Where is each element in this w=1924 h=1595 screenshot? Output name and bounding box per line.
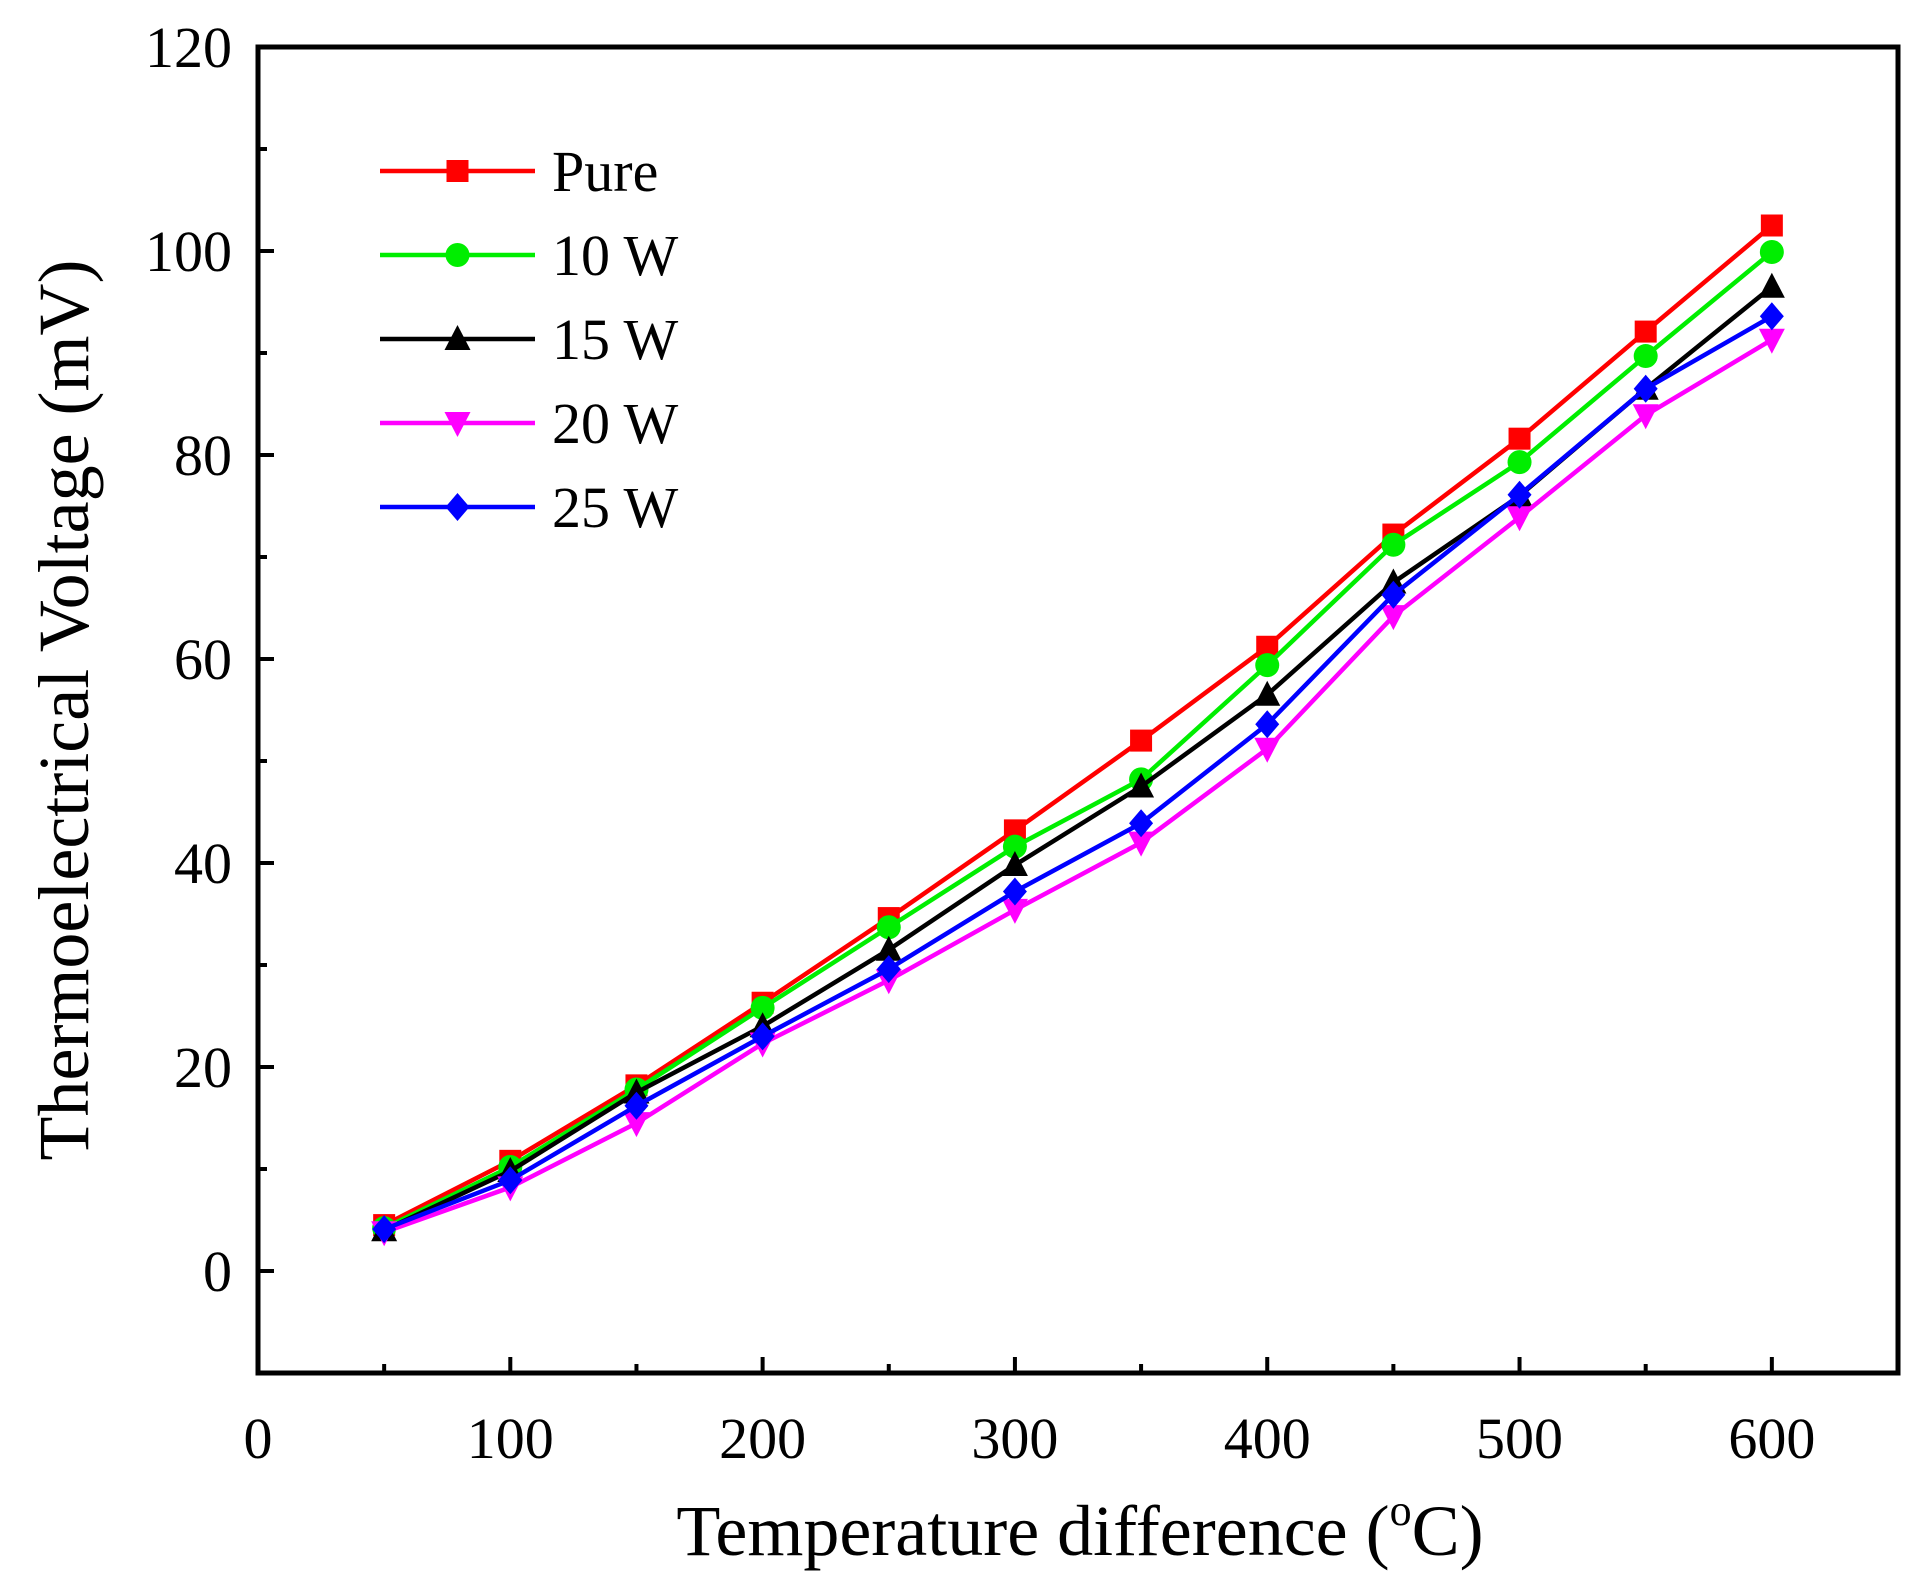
legend-marker (444, 412, 471, 437)
plot-frame (255, 44, 1901, 1376)
data-point (1506, 506, 1533, 532)
data-point (1632, 404, 1659, 430)
series-line (383, 337, 1774, 1235)
data-point (1380, 605, 1407, 631)
data-point (1256, 635, 1279, 658)
data-point (1128, 772, 1155, 798)
data-point (1002, 834, 1027, 859)
data-point (1507, 480, 1532, 509)
x-tick-label: 600 (1728, 1406, 1815, 1471)
x-tick-label: 500 (1476, 1406, 1563, 1471)
data-point (1003, 819, 1026, 842)
axis-ticks: 0 100 200 300 400 500 600 0 20 40 60 80 100 120 (145, 15, 1815, 1471)
y-axis-title: Thermoelectrical Voltage (mV) (24, 260, 104, 1161)
data-point (1381, 532, 1406, 557)
legend-label: 10 W (552, 223, 678, 288)
legend-entry: 25 W (380, 475, 678, 540)
data-point (1633, 374, 1658, 403)
data-series (371, 214, 1785, 1247)
x-axis-unit: C) (1412, 1491, 1484, 1571)
legend-entry: 15 W (380, 307, 678, 372)
x-tick-label: 0 (244, 1406, 273, 1471)
data-point (1759, 302, 1784, 331)
x-tick-label: 200 (719, 1406, 806, 1471)
legend-marker (446, 160, 469, 182)
x-tick-label: 300 (971, 1406, 1058, 1471)
legend-entry: 20 W (380, 391, 678, 456)
data-point (1633, 344, 1658, 369)
series-25w (372, 302, 1784, 1244)
legend-label: Pure (552, 139, 658, 204)
data-point (876, 915, 901, 940)
data-point (1254, 680, 1281, 706)
legend-label: 20 W (552, 391, 678, 456)
legend: Pure 10 W 15 W 20 W 25 W (380, 139, 678, 540)
data-point (1129, 809, 1154, 838)
data-point (624, 1091, 649, 1120)
legend-marker (444, 325, 471, 350)
y-tick-label: 20 (174, 1035, 232, 1100)
data-point (876, 955, 901, 984)
legend-entry: 10 W (380, 223, 678, 288)
data-point (1760, 214, 1783, 237)
legend-entry: Pure (380, 139, 658, 204)
y-tick-label: 100 (145, 219, 232, 284)
data-point (1255, 710, 1280, 739)
data-point (1507, 450, 1532, 475)
y-tick-label: 0 (203, 1239, 232, 1304)
y-tick-label: 80 (174, 423, 232, 488)
data-point (1758, 328, 1785, 354)
x-tick-label: 400 (1224, 1406, 1311, 1471)
series-line (383, 314, 1773, 1232)
data-point (1508, 427, 1531, 450)
x-tick-label: 100 (467, 1406, 554, 1471)
y-tick-label: 120 (145, 15, 232, 80)
data-point (1381, 580, 1406, 609)
legend-marker (445, 243, 470, 267)
legend-marker (445, 493, 470, 521)
data-point (1002, 877, 1027, 906)
data-point (1001, 851, 1028, 877)
data-point (750, 1022, 775, 1051)
data-point (875, 935, 902, 961)
data-point (1758, 272, 1785, 298)
series-line (383, 250, 1774, 1231)
y-tick-label: 60 (174, 627, 232, 692)
data-point (1255, 653, 1280, 678)
data-point (750, 995, 775, 1020)
data-point (1759, 240, 1784, 265)
data-point (623, 1078, 650, 1104)
data-point (1128, 831, 1155, 857)
data-point (498, 1166, 523, 1195)
data-point (1130, 729, 1153, 752)
data-point (623, 1112, 650, 1138)
data-point (1634, 320, 1657, 343)
series-line (383, 223, 1774, 1228)
data-point (1254, 737, 1281, 763)
data-point (372, 1215, 397, 1244)
x-axis-title: Temperature difference (oC) (676, 1486, 1483, 1571)
data-point (1001, 898, 1028, 924)
legend-label: 15 W (552, 307, 678, 372)
legend-label: 25 W (552, 475, 678, 540)
y-tick-label: 40 (174, 831, 232, 896)
x-axis-unit-superscript: o (1390, 1486, 1412, 1535)
